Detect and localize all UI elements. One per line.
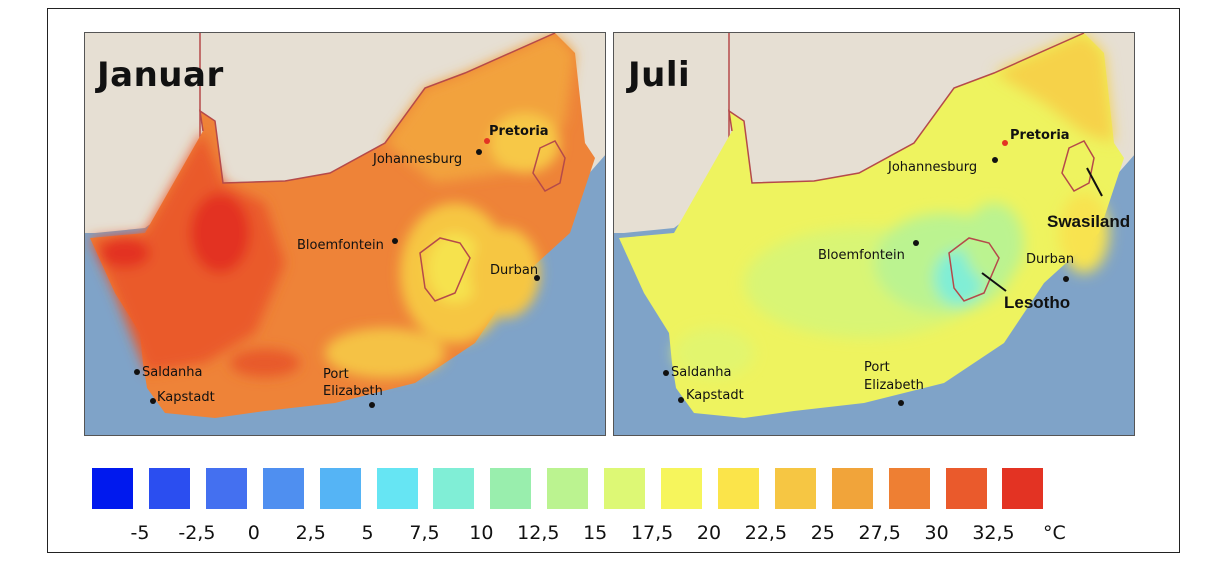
swasiland-border	[532, 140, 566, 192]
johannesburg-marker	[476, 149, 482, 155]
legend-swatch	[774, 468, 816, 509]
map-juli: Pretoria Johannesburg Bloemfontein Durba…	[613, 32, 1135, 436]
legend-label: 20	[696, 522, 722, 544]
region-label-lesotho: Lesotho	[1004, 293, 1070, 312]
saldanha-marker	[663, 370, 669, 376]
city-label-elizabeth: Elizabeth	[864, 378, 924, 393]
pretoria-marker	[1002, 140, 1008, 146]
city-label-bloemfontein: Bloemfontein	[297, 238, 384, 253]
city-label-pretoria: Pretoria	[1010, 128, 1070, 143]
swasiland-border	[1061, 140, 1095, 192]
legend-swatch	[1002, 468, 1044, 509]
legend-label: 25	[810, 522, 835, 544]
legend-label: °C	[1043, 522, 1066, 544]
swasiland-leader-line	[1086, 167, 1103, 197]
durban-marker	[534, 275, 540, 281]
legend-swatch	[661, 468, 702, 509]
map-januar: Pretoria Johannesburg Bloemfontein Durba…	[84, 32, 606, 436]
legend-label: -5	[130, 522, 150, 544]
legend-swatch	[945, 468, 987, 509]
city-label-saldanha: Saldanha	[671, 365, 732, 380]
legend-label: 0	[247, 522, 260, 544]
legend-swatch	[319, 468, 361, 509]
bloemfontein-marker	[392, 238, 398, 244]
legend-swatch	[888, 468, 930, 509]
legend-swatch	[433, 468, 475, 509]
city-label-pretoria: Pretoria	[489, 124, 549, 139]
legend-swatch	[205, 468, 247, 509]
city-label-durban: Durban	[490, 263, 538, 278]
lesotho-border	[419, 237, 471, 302]
city-label-elizabeth: Elizabeth	[323, 384, 383, 399]
map-title-juli: Juli	[628, 55, 691, 95]
city-label-port: Port	[864, 360, 890, 375]
kapstadt-marker	[150, 398, 156, 404]
city-label-johannesburg: Johannesburg	[887, 160, 977, 175]
legend-label: 10	[469, 522, 494, 544]
legend-swatch	[376, 468, 418, 509]
legend-swatch	[547, 468, 589, 509]
legend-swatch	[490, 468, 532, 509]
johannesburg-marker	[992, 157, 998, 163]
lesotho-leader-line	[981, 272, 1007, 292]
pretoria-marker	[484, 138, 490, 144]
kapstadt-marker	[678, 397, 684, 403]
legend-label: 32,5	[972, 522, 1015, 544]
map-title-januar: Januar	[97, 55, 224, 95]
legend-swatch	[604, 468, 646, 509]
south-africa-temperature-field	[90, 33, 595, 418]
city-label-port: Port	[323, 367, 349, 382]
legend-swatch	[92, 468, 133, 509]
saldanha-marker	[134, 369, 140, 375]
legend-label: 7,5	[409, 522, 440, 544]
legend-label: 12,5	[517, 522, 560, 544]
legend-label: 17,5	[630, 522, 674, 544]
legend-label: 30	[924, 522, 949, 544]
legend-label: 2,5	[295, 522, 326, 544]
legend-swatch	[717, 468, 759, 509]
legend-label: 22,5	[744, 522, 788, 544]
city-label-saldanha: Saldanha	[142, 365, 203, 380]
city-label-kapstadt: Kapstadt	[686, 388, 744, 403]
legend-label: 15	[583, 522, 608, 544]
durban-marker	[1063, 276, 1069, 282]
legend-swatch	[262, 468, 304, 509]
legend-swatch	[831, 468, 873, 509]
legend-label: -2,5	[178, 522, 216, 544]
bloemfontein-marker	[913, 240, 919, 246]
legend-swatch	[148, 468, 190, 509]
legend-label: 5	[361, 522, 374, 544]
city-label-johannesburg: Johannesburg	[372, 152, 462, 167]
port-elizabeth-marker	[898, 400, 904, 406]
city-label-bloemfontein: Bloemfontein	[818, 248, 905, 263]
city-label-kapstadt: Kapstadt	[157, 390, 215, 405]
port-elizabeth-marker	[369, 402, 375, 408]
region-label-swasiland: Swasiland	[1047, 212, 1130, 231]
city-label-durban: Durban	[1026, 252, 1074, 267]
legend-label: 27,5	[858, 522, 901, 544]
lesotho-border	[948, 237, 1000, 302]
south-africa-temperature-field	[619, 33, 1124, 418]
